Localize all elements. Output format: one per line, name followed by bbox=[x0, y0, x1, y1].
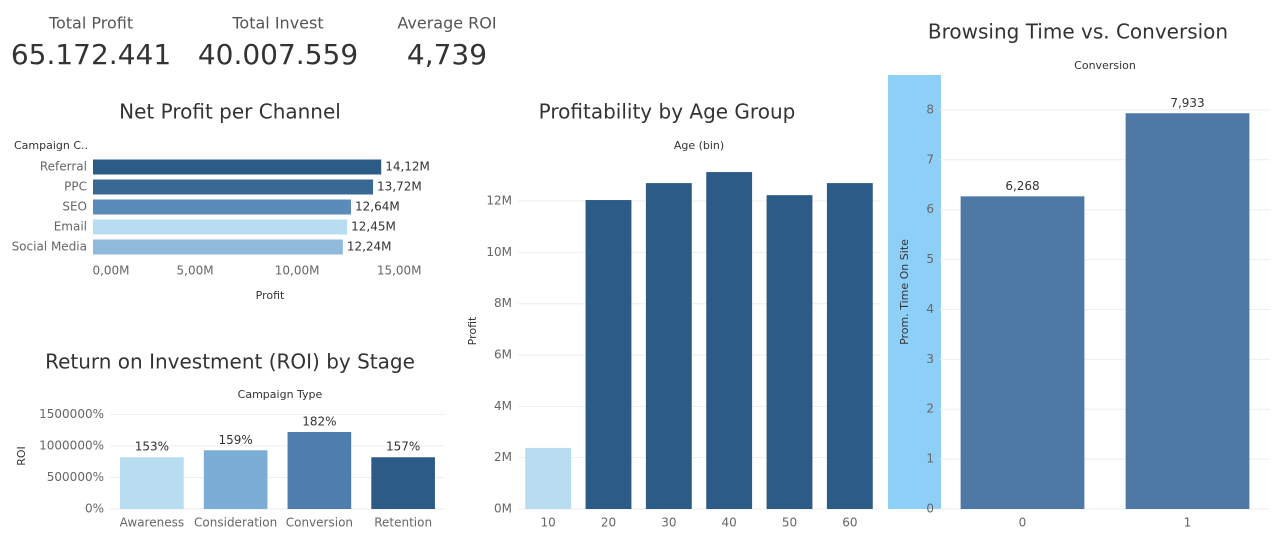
y-tick-label: 10M bbox=[486, 245, 512, 259]
x-tick-label: 0,00M bbox=[92, 264, 129, 278]
x-axis-title: Profit bbox=[256, 289, 285, 302]
y-tick-label: 0M bbox=[494, 502, 512, 516]
bar bbox=[706, 172, 753, 509]
kpi-label: Total Invest bbox=[231, 14, 323, 33]
x-tick-label: 10,00M bbox=[275, 264, 320, 278]
y-tick-label: 1 bbox=[926, 452, 934, 466]
x-tick-label: 40 bbox=[722, 516, 737, 530]
x-tick-label: 30 bbox=[661, 516, 676, 530]
annotation: 153% bbox=[135, 440, 169, 454]
bar bbox=[371, 457, 435, 509]
bar bbox=[960, 196, 1085, 509]
y-tick-label: Email bbox=[54, 220, 87, 234]
column-header: Conversion bbox=[1074, 59, 1136, 72]
y-tick-label: 12M bbox=[486, 194, 512, 208]
y-tick-label: 8M bbox=[494, 296, 512, 310]
y-tick-label: Referral bbox=[40, 160, 87, 174]
annotation: 157% bbox=[386, 440, 420, 454]
bar bbox=[287, 431, 352, 509]
y-tick-label: 500000% bbox=[47, 470, 104, 484]
bar bbox=[93, 239, 343, 255]
x-tick-label: Consideration bbox=[194, 516, 277, 530]
y-tick-label: 1500000% bbox=[39, 407, 104, 421]
y-tick-label: 2M bbox=[494, 450, 512, 464]
bar bbox=[766, 195, 813, 509]
y-tick-label: 7 bbox=[926, 152, 934, 166]
y-tick-label: PPC bbox=[64, 180, 87, 194]
x-tick-label: 1 bbox=[1184, 516, 1192, 530]
y-tick-label: 8 bbox=[926, 102, 934, 116]
x-tick-label: 10 bbox=[541, 516, 556, 530]
chart-title: Return on Investment (ROI) by Stage bbox=[45, 350, 415, 374]
annotation: 159% bbox=[218, 433, 252, 447]
y-tick-label: Social Media bbox=[12, 240, 87, 254]
x-tick-label: Awareness bbox=[120, 516, 184, 530]
bar bbox=[1125, 113, 1250, 509]
y-axis-title: Prom. Time On Site bbox=[898, 239, 911, 345]
x-tick-label: 0 bbox=[1019, 516, 1027, 530]
y-axis-title: ROI bbox=[15, 446, 28, 466]
y-tick-label: 6 bbox=[926, 202, 934, 216]
y-tick-label: 4M bbox=[494, 399, 512, 413]
x-tick-label: Retention bbox=[374, 516, 432, 530]
data-label: 14,12M bbox=[385, 160, 430, 174]
y-tick-label: 4 bbox=[926, 302, 934, 316]
y-tick-label: 0 bbox=[926, 502, 934, 516]
bar bbox=[645, 183, 692, 509]
y-tick-label: 6M bbox=[494, 348, 512, 362]
bar bbox=[826, 183, 873, 509]
column-header: Campaign Type bbox=[238, 388, 323, 401]
kpi-label: Average ROI bbox=[397, 14, 496, 33]
chart-title: Profitability by Age Group bbox=[539, 100, 796, 124]
y-tick-label: 2 bbox=[926, 402, 934, 416]
data-label: 12,45M bbox=[351, 220, 396, 234]
y-axis-title: Profit bbox=[466, 316, 479, 345]
x-tick-label: 20 bbox=[601, 516, 616, 530]
bar bbox=[93, 219, 348, 235]
kpi-value: 65.172.441 bbox=[11, 38, 171, 71]
bar bbox=[93, 179, 374, 195]
x-tick-label: 5,00M bbox=[177, 264, 214, 278]
bar bbox=[93, 159, 382, 175]
y-tick-label: SEO bbox=[62, 200, 87, 214]
bar bbox=[203, 450, 268, 509]
kpi-label: Total Profit bbox=[48, 14, 133, 33]
y-tick-label: 0% bbox=[85, 502, 104, 516]
row-header: Campaign C.. bbox=[14, 139, 88, 152]
x-tick-label: 15,00M bbox=[377, 264, 422, 278]
bar bbox=[525, 447, 572, 509]
kpi-value: 4,739 bbox=[407, 38, 487, 71]
data-label: 12,64M bbox=[355, 200, 400, 214]
bar bbox=[120, 457, 184, 509]
chart-title: Browsing Time vs. Conversion bbox=[928, 20, 1228, 44]
data-label: 13,72M bbox=[377, 180, 422, 194]
data-label: 12,24M bbox=[347, 240, 392, 254]
data-label: 7,933 bbox=[1170, 96, 1204, 110]
y-tick-label: 5 bbox=[926, 252, 934, 266]
y-tick-label: 1000000% bbox=[39, 438, 104, 452]
column-header: Age (bin) bbox=[674, 139, 724, 152]
bar bbox=[93, 199, 352, 215]
x-tick-label: 50 bbox=[782, 516, 797, 530]
x-tick-label: Conversion bbox=[286, 516, 353, 530]
selection-highlight bbox=[888, 75, 941, 509]
bar bbox=[585, 200, 632, 509]
chart-title: Net Profit per Channel bbox=[119, 100, 341, 124]
y-tick-label: 3 bbox=[926, 352, 934, 366]
x-tick-label: 60 bbox=[842, 516, 857, 530]
data-label: 6,268 bbox=[1005, 179, 1039, 193]
kpi-value: 40.007.559 bbox=[198, 38, 358, 71]
annotation: 182% bbox=[302, 414, 336, 428]
